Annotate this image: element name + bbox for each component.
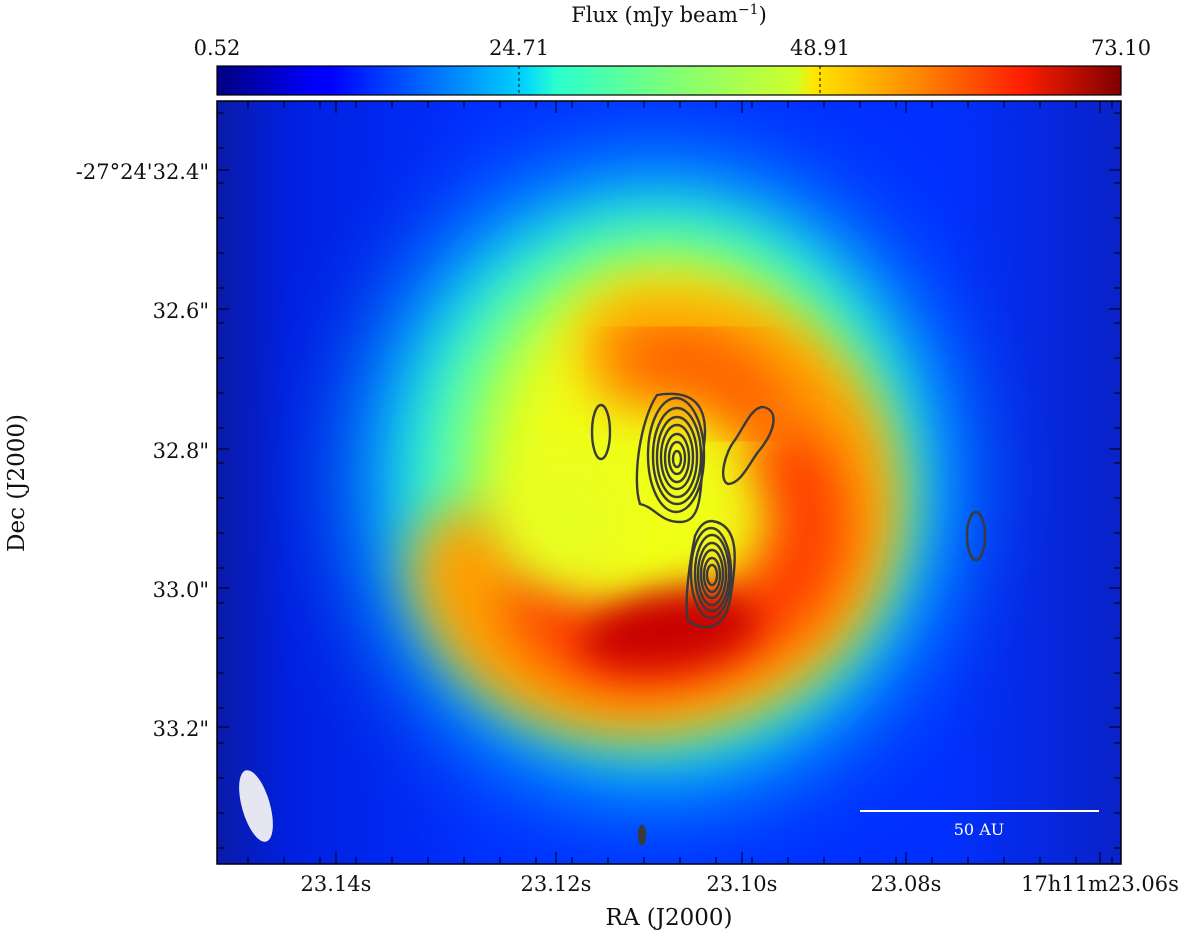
contour-small — [965, 510, 987, 562]
x-tick-label: 23.08s — [871, 872, 942, 896]
y-axis-label: Dec (J2000) — [4, 414, 30, 552]
contour-source-north — [635, 392, 707, 524]
y-tick-label: 33.2" — [153, 717, 209, 741]
colorbar-tick-label: 0.52 — [194, 36, 241, 60]
x-tick-label: 23.10s — [707, 872, 778, 896]
x-tick-labels: 23.14s 23.12s 23.10s 23.08s 17h11m23.06s — [301, 872, 1179, 896]
y-tick-label: 32.6" — [153, 299, 209, 323]
y-tick-label: -27°24'32.4" — [76, 160, 209, 184]
beam-ellipse — [239, 770, 273, 842]
axes-frame — [216, 100, 1122, 865]
colorbar-title: Flux (mJy beam−1) — [571, 2, 767, 27]
colorbar-gradient — [216, 65, 1122, 96]
x-tick-label: 17h11m23.06s — [1021, 872, 1179, 896]
x-tick-label: 23.12s — [521, 872, 592, 896]
x-tick-label: 23.14s — [301, 872, 372, 896]
y-tick-labels: -27°24'32.4" 32.6" 32.8" 33.0" 33.2" — [76, 160, 209, 741]
y-tick-label: 32.8" — [153, 439, 209, 463]
colorbar-tick-label: 24.71 — [489, 36, 549, 60]
flux-map — [217, 101, 1121, 864]
y-tick-label: 33.0" — [153, 578, 209, 602]
colorbar: Flux (mJy beam−1) 0.52 24.71 48.91 73.10 — [194, 2, 1151, 96]
contour-source-south — [685, 519, 736, 629]
contour-small — [590, 403, 612, 461]
scale-bar-label: 50 AU — [954, 820, 1004, 839]
contour-small — [637, 824, 647, 846]
contours — [590, 392, 987, 846]
contour-arc — [721, 405, 775, 486]
colorbar-tick-label: 73.10 — [1091, 36, 1151, 60]
colorbar-tick-label: 48.91 — [790, 36, 850, 60]
x-axis-label: RA (J2000) — [606, 905, 733, 931]
scale-bar: 50 AU — [860, 810, 1099, 839]
